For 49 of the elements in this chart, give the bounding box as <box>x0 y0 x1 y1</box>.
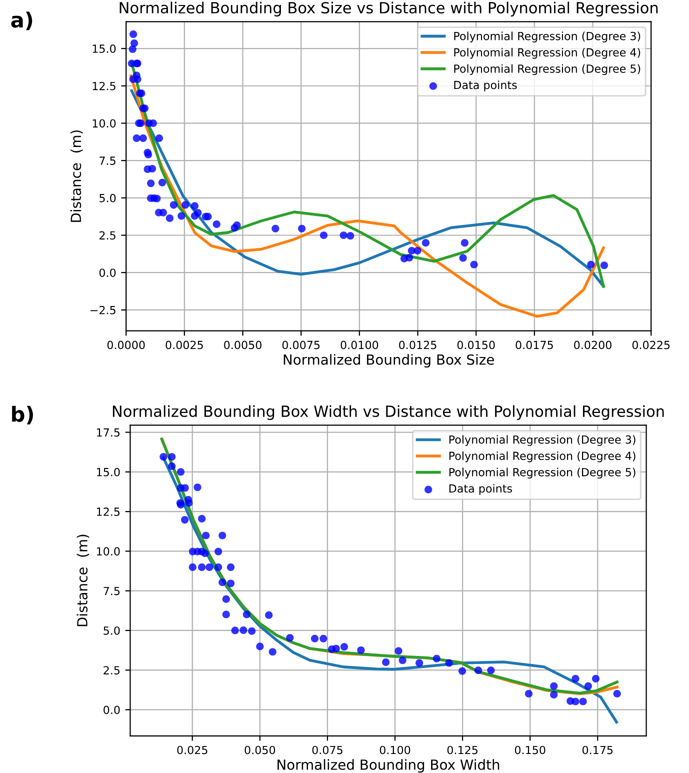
y-tick-label: 0.0 <box>99 268 116 277</box>
legend-label: Polynomial Regression (Degree 5) <box>454 64 640 76</box>
legend-label: Polynomial Regression (Degree 4) <box>454 48 640 59</box>
y-tick-label: 5.0 <box>100 194 116 202</box>
y-tick-label: −2.5 <box>90 306 116 314</box>
y-tick-label: 15.0 <box>92 44 116 53</box>
y-tick-label: 12.5 <box>96 508 120 516</box>
x-tick-label: 0.0150 <box>457 340 495 350</box>
y-tick-label: 10.0 <box>96 547 120 556</box>
y-tick-label: 7.5 <box>100 156 116 165</box>
y-axis-title: Distance (m) <box>70 130 83 222</box>
x-tick-label: 0.0200 <box>574 340 612 350</box>
x-tick-label: 0.0125 <box>399 340 436 350</box>
x-tick-label: 0.075 <box>312 746 342 754</box>
text: a) <box>11 12 32 30</box>
x-tick-label: 0.175 <box>582 746 613 754</box>
y-tick-label: 0.0 <box>104 706 120 714</box>
x-tick-label: 0.0175 <box>516 340 553 350</box>
x-tick-label: 0.150 <box>514 746 546 754</box>
y-tick-label: 12.5 <box>92 82 116 90</box>
legend-label: Polynomial Regression (Degree 5) <box>449 468 636 479</box>
x-tick-label: 0.050 <box>244 746 276 754</box>
x-tick-label: 0.0225 <box>632 340 670 350</box>
x-tick-label: 0.100 <box>380 746 410 754</box>
y-tick-label: 7.5 <box>104 586 120 596</box>
y-tick-label: 15.0 <box>96 468 120 476</box>
y-tick-label: 2.5 <box>104 666 120 674</box>
legend-label: Data points <box>449 484 512 495</box>
chart-title: Normalized Bounding Box Width vs Distance with Polynomial Regression <box>112 405 664 420</box>
legend-label: Data points <box>454 80 517 92</box>
legend-label: Polynomial Regression (Degree 4) <box>449 451 636 462</box>
y-tick-label: 2.5 <box>100 231 116 240</box>
x-tick-label: 0.025 <box>177 746 208 754</box>
text: b) <box>12 406 33 424</box>
x-tick-label: 0.0000 <box>107 340 145 350</box>
legend-label: Polynomial Regression (Degree 3) <box>449 435 636 446</box>
y-tick-label: 10.0 <box>92 119 116 128</box>
x-tick-label: 0.0025 <box>166 340 203 350</box>
y-axis-title: Distance (m) <box>76 534 90 626</box>
y-tick-label: 17.5 <box>96 428 120 437</box>
x-tick-label: 0.0050 <box>224 340 262 350</box>
x-axis-title: Normalized Bounding Box Size <box>284 354 494 368</box>
legend-label: Polynomial Regression (Degree 3) <box>454 32 640 42</box>
x-tick-label: 0.0075 <box>282 340 320 350</box>
x-axis-title: Normalized Bounding Box Width <box>278 759 500 773</box>
chart-title: Normalized Bounding Box Size vs Distance with Polynomial Regression <box>120 2 658 16</box>
x-tick-label: 0.0100 <box>340 340 378 350</box>
y-tick-label: 5.0 <box>104 626 120 635</box>
x-tick-label: 0.125 <box>447 746 478 754</box>
